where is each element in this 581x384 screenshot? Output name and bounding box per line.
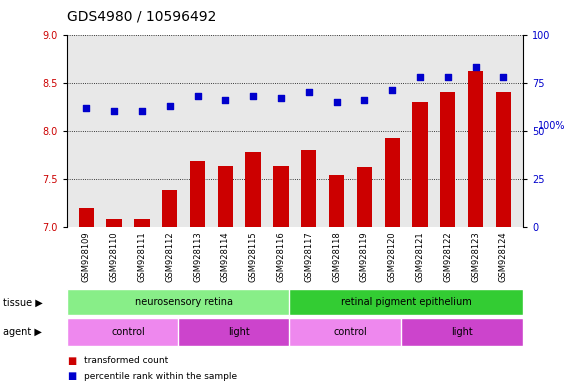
Text: percentile rank within the sample: percentile rank within the sample xyxy=(84,372,238,381)
Point xyxy=(443,74,453,80)
Point xyxy=(332,99,341,105)
Text: GSM928114: GSM928114 xyxy=(221,232,230,282)
Text: tissue ▶: tissue ▶ xyxy=(3,297,42,308)
Text: transformed count: transformed count xyxy=(84,356,168,366)
Point xyxy=(137,108,146,114)
Bar xyxy=(400,318,523,346)
Point xyxy=(498,74,508,80)
Text: control: control xyxy=(111,326,145,336)
Text: GSM928111: GSM928111 xyxy=(137,232,146,282)
Text: GSM928124: GSM928124 xyxy=(499,232,508,282)
Bar xyxy=(246,152,261,227)
Bar xyxy=(496,92,511,227)
Bar xyxy=(301,150,317,227)
Point xyxy=(109,108,119,114)
Point xyxy=(249,93,258,99)
Text: GSM928113: GSM928113 xyxy=(193,232,202,282)
Text: GSM928119: GSM928119 xyxy=(360,232,369,282)
Text: light: light xyxy=(451,326,472,336)
Point xyxy=(388,87,397,93)
Text: ■: ■ xyxy=(67,356,76,366)
Bar xyxy=(468,71,483,227)
Bar xyxy=(329,175,344,227)
Text: neurosensory retina: neurosensory retina xyxy=(135,297,232,307)
Point xyxy=(165,103,174,109)
Bar xyxy=(134,219,149,227)
Bar xyxy=(178,318,300,346)
Text: GSM928116: GSM928116 xyxy=(277,232,285,282)
Text: GSM928117: GSM928117 xyxy=(304,232,313,282)
Text: GSM928120: GSM928120 xyxy=(388,232,397,282)
Text: GSM928123: GSM928123 xyxy=(471,232,480,282)
Text: retinal pigment epithelium: retinal pigment epithelium xyxy=(340,297,471,307)
Bar xyxy=(289,290,523,315)
Bar xyxy=(413,102,428,227)
Point xyxy=(82,104,91,111)
Text: GSM928109: GSM928109 xyxy=(82,232,91,282)
Point xyxy=(360,97,369,103)
Point xyxy=(471,64,480,70)
Bar xyxy=(67,318,189,346)
Y-axis label: 100%: 100% xyxy=(538,121,565,131)
Point xyxy=(277,95,286,101)
Bar xyxy=(289,318,412,346)
Point xyxy=(304,89,313,95)
Bar xyxy=(190,161,205,227)
Text: GSM928122: GSM928122 xyxy=(443,232,453,282)
Bar xyxy=(218,166,233,227)
Text: GSM928115: GSM928115 xyxy=(249,232,257,282)
Bar xyxy=(67,290,300,315)
Text: GSM928112: GSM928112 xyxy=(165,232,174,282)
Bar xyxy=(357,167,372,227)
Text: GSM928121: GSM928121 xyxy=(415,232,425,282)
Point xyxy=(415,74,425,80)
Bar xyxy=(106,219,122,227)
Text: light: light xyxy=(228,326,250,336)
Text: control: control xyxy=(333,326,367,336)
Point xyxy=(221,97,230,103)
Text: agent ▶: agent ▶ xyxy=(3,327,42,337)
Point xyxy=(193,93,202,99)
Text: GDS4980 / 10596492: GDS4980 / 10596492 xyxy=(67,9,216,23)
Bar xyxy=(162,190,177,227)
Bar xyxy=(273,166,289,227)
Bar xyxy=(440,92,456,227)
Bar xyxy=(78,208,94,227)
Text: ■: ■ xyxy=(67,371,76,381)
Bar xyxy=(385,138,400,227)
Text: GSM928110: GSM928110 xyxy=(110,232,119,282)
Text: GSM928118: GSM928118 xyxy=(332,232,341,282)
